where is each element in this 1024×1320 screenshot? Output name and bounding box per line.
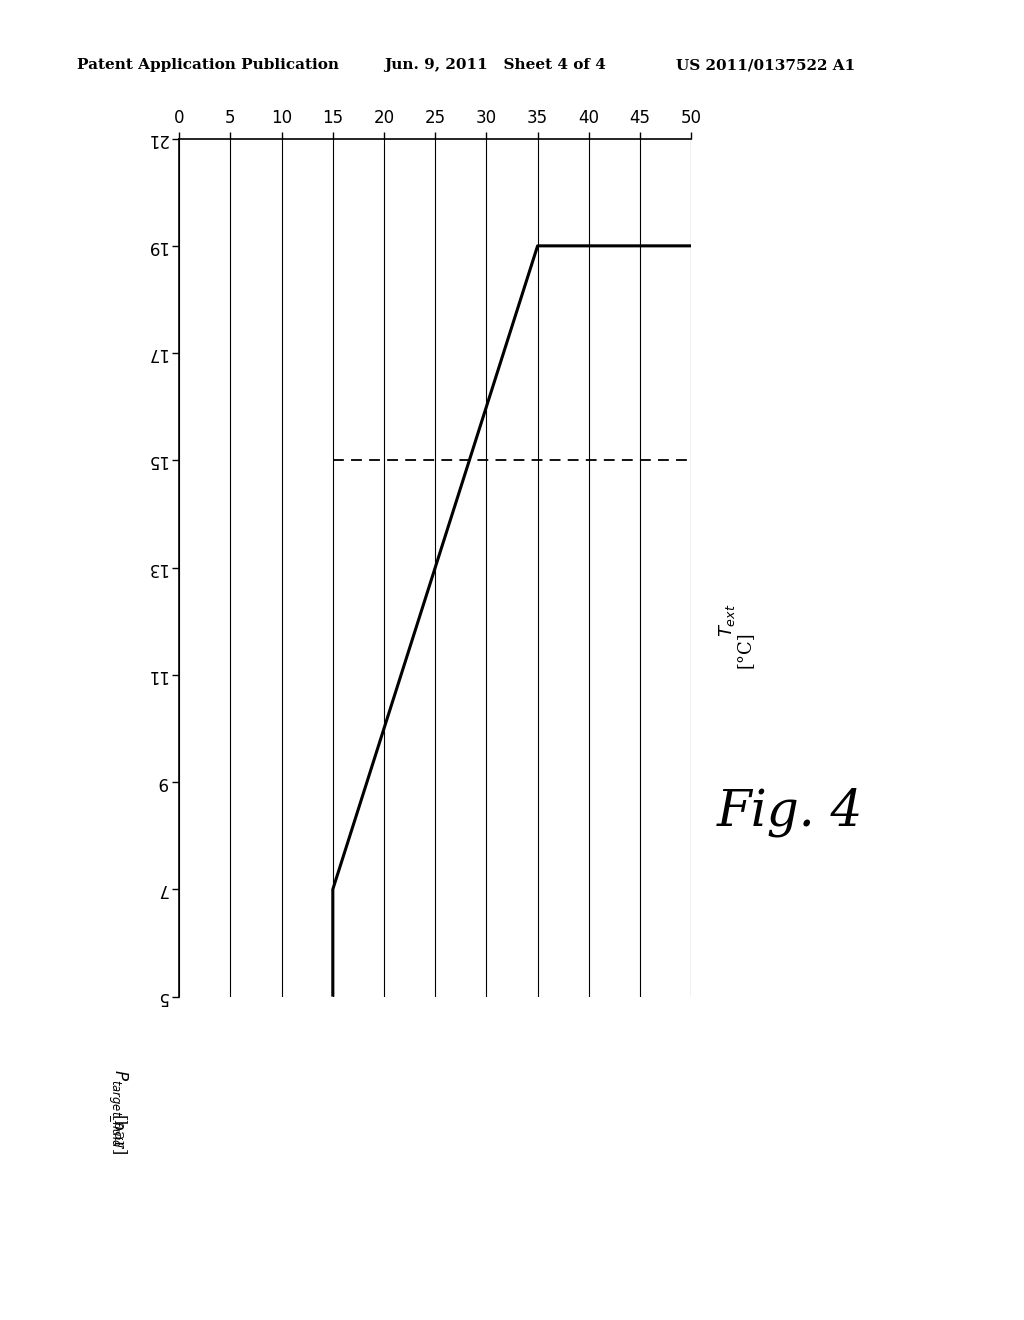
Text: Jun. 9, 2011   Sheet 4 of 4: Jun. 9, 2011 Sheet 4 of 4 <box>384 58 606 73</box>
Text: $P_{target\_fluid}$: $P_{target\_fluid}$ <box>106 1069 129 1148</box>
Text: $T_{ext}$: $T_{ext}$ <box>717 603 737 638</box>
Text: Fig. 4: Fig. 4 <box>717 787 863 837</box>
Text: [bar]: [bar] <box>110 1115 126 1156</box>
Text: [°C]: [°C] <box>735 631 754 668</box>
Text: US 2011/0137522 A1: US 2011/0137522 A1 <box>676 58 855 73</box>
Text: Patent Application Publication: Patent Application Publication <box>77 58 339 73</box>
